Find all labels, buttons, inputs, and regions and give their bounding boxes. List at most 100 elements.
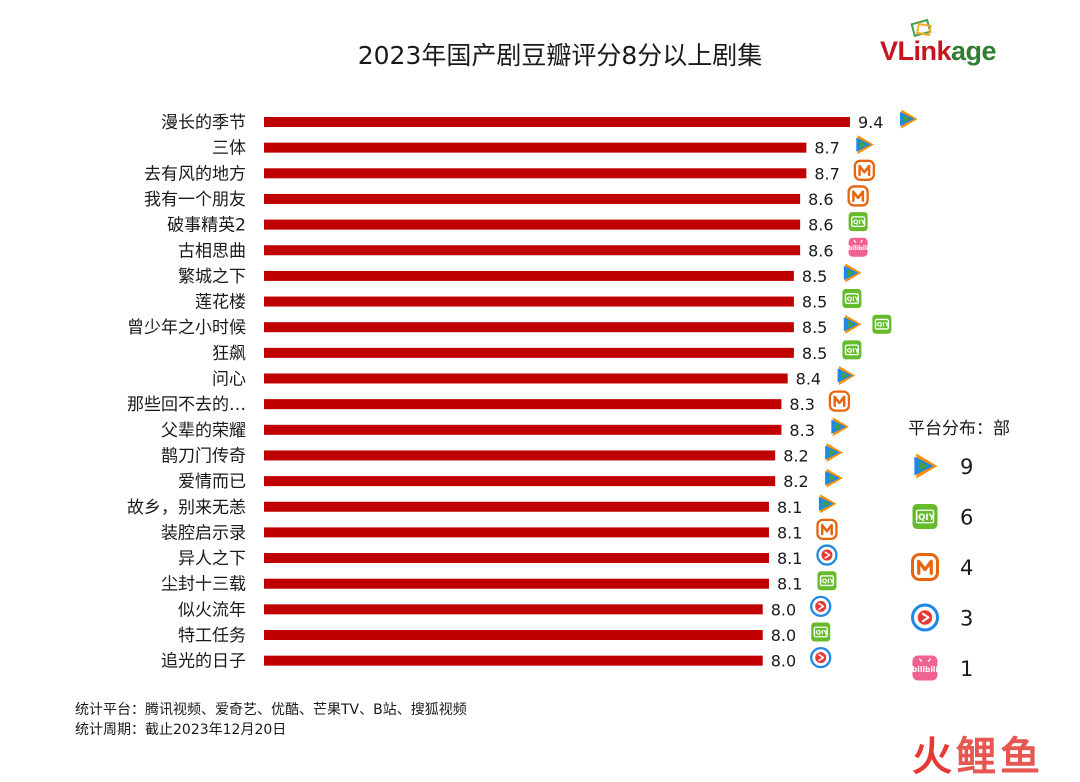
svg-text:bilibili: bilibili: [912, 665, 938, 674]
legend-item: iQIY 6: [912, 504, 973, 530]
category-label: 漫长的季节: [161, 113, 246, 133]
value-label: 8.6: [808, 241, 833, 260]
svg-text:iQIY: iQIY: [875, 321, 890, 329]
tencent-icon: [831, 417, 849, 437]
value-label: 8.5: [802, 344, 827, 363]
tencent-icon: [843, 263, 862, 283]
youku-icon: [816, 544, 838, 566]
value-label: 8.6: [808, 190, 833, 209]
value-label: 8.5: [802, 293, 827, 312]
bar: [264, 476, 776, 487]
value-label: 8.5: [802, 318, 827, 337]
tencent-icon: [856, 135, 874, 155]
category-label: 似火流年: [178, 600, 246, 620]
svg-text:iQIY: iQIY: [845, 295, 860, 303]
legend-title: 平台分布：部: [908, 419, 1010, 439]
bar: [264, 193, 801, 204]
bar: [264, 296, 794, 307]
iqiyi-icon: iQIY: [842, 340, 862, 360]
category-label: 鹊刀门传奇: [161, 446, 246, 466]
legend-count: 4: [960, 556, 973, 580]
bar: [264, 399, 782, 410]
value-label: 8.7: [814, 164, 839, 183]
svg-text:bilibili: bilibili: [848, 246, 868, 252]
bar: [264, 553, 769, 564]
youku-icon: [810, 595, 832, 617]
brand-logo-part2: age: [951, 36, 997, 66]
youku-icon: [810, 647, 832, 669]
bar: [264, 373, 788, 384]
bar: [264, 117, 850, 127]
iqiyi-icon: iQIY: [811, 622, 831, 642]
value-label: 9.4: [858, 113, 883, 132]
chart-title: 2023年国产剧豆瓣评分8分以上剧集: [358, 41, 763, 70]
value-label: 8.1: [777, 549, 802, 568]
watermark-part1: 火: [912, 734, 956, 780]
iqiyi-icon: iQIY: [912, 504, 938, 529]
category-label: 追光的日子: [161, 652, 246, 672]
category-label: 古相思曲: [178, 241, 246, 261]
mango-icon: [816, 518, 838, 541]
category-label: 那些回不去的…: [127, 395, 246, 415]
category-label: 三体: [212, 139, 246, 159]
tencent-icon: [843, 314, 862, 334]
legend-item: 9: [914, 453, 973, 479]
category-label: 繁城之下: [178, 267, 246, 287]
bar: [264, 219, 801, 230]
svg-text:iQIY: iQIY: [851, 218, 866, 226]
bar: [264, 142, 807, 153]
category-label: 狂飙: [212, 344, 246, 364]
tencent-icon: [825, 442, 843, 462]
mango-icon: [853, 159, 876, 181]
bilibili-icon: bilibili: [912, 655, 938, 681]
bar: [264, 424, 782, 435]
svg-text:iQIY: iQIY: [915, 513, 935, 523]
tencent-icon: [825, 468, 843, 488]
bar: [264, 347, 794, 358]
bar: [264, 604, 763, 615]
category-label: 我有一个朋友: [144, 190, 246, 210]
category-label: 父辈的荣耀: [161, 421, 246, 441]
mango-icon: [847, 185, 869, 207]
watermark: 火鲤鱼: [912, 724, 1044, 782]
category-label: 去有风的地方: [144, 164, 246, 184]
value-label: 8.0: [771, 626, 796, 645]
footer-platforms: 统计平台：腾讯视频、爱奇艺、优酷、芒果TV、B站、搜狐视频: [75, 701, 467, 718]
bar: [264, 630, 763, 640]
value-label: 8.6: [808, 216, 833, 235]
iqiyi-icon: iQIY: [842, 289, 862, 309]
tencent-icon: [899, 109, 918, 129]
tencent-icon: [837, 366, 856, 385]
value-label: 8.2: [783, 446, 808, 465]
legend: 平台分布：部 9 iQIY 6 4 3 bilibili 1: [908, 419, 1010, 681]
iqiyi-icon: iQIY: [848, 212, 868, 232]
value-label: 8.0: [771, 600, 796, 619]
bars-layer: 漫长的季节 9.4 三体 8.7 去有风的地方 8.7 我有一个朋友 8.6 破事精英2 8.6 i…: [127, 109, 918, 672]
value-label: 8.1: [777, 523, 802, 542]
bar: [264, 501, 769, 512]
bar: [264, 168, 807, 179]
bar: [264, 527, 769, 538]
footer-period: 统计周期：截止2023年12月20日: [75, 722, 286, 738]
bar: [264, 655, 763, 666]
value-label: 8.3: [789, 395, 814, 414]
legend-item: 4: [911, 553, 973, 581]
svg-text:iQIY: iQIY: [813, 628, 828, 636]
legend-item: bilibili 1: [912, 655, 973, 681]
category-label: 破事精英2: [167, 216, 246, 236]
category-label: 尘封十三载: [161, 575, 246, 595]
category-label: 问心: [212, 370, 246, 390]
value-label: 8.5: [802, 267, 827, 286]
bar: [264, 322, 794, 333]
tencent-icon: [914, 453, 938, 479]
legend-count: 6: [960, 506, 973, 530]
value-label: 8.1: [777, 575, 802, 594]
youku-icon: [911, 603, 939, 632]
bar: [264, 578, 769, 589]
value-label: 8.7: [814, 139, 839, 158]
svg-text:iQIY: iQIY: [820, 577, 835, 585]
value-label: 8.3: [789, 421, 814, 440]
legend-item: 3: [911, 603, 973, 632]
category-label: 曾少年之小时候: [127, 318, 246, 338]
